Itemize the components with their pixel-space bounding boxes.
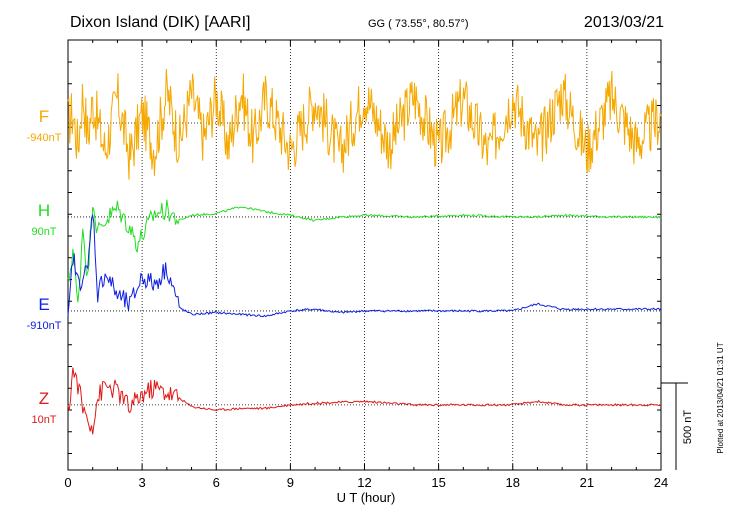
channel-labels: F -940nT H 90nT E -910nT Z 10nT [27, 107, 62, 426]
station-title: Dixon Island (DIK) [AARI] [70, 14, 251, 31]
x-tick-label: 0 [64, 475, 71, 490]
x-tick-label: 3 [139, 475, 146, 490]
x-tick-label: 15 [431, 475, 445, 490]
x-axis-label: U T (hour) [337, 490, 396, 505]
x-tick-label: 24 [654, 475, 668, 490]
series-line-z [67, 367, 662, 435]
station-coordinates: GG ( 73.55°, 80.57°) [368, 18, 469, 30]
channel-name-h: H [38, 201, 50, 220]
series-line-f [67, 68, 662, 180]
axis-ticks: 0 3 6 9 12 15 18 21 24 [64, 40, 668, 490]
channel-baseline-h: 90nT [31, 226, 56, 238]
channel-name-f: F [39, 107, 49, 126]
channel-name-z: Z [39, 389, 49, 408]
series-line-h [67, 199, 662, 303]
channel-baseline-f: -940nT [27, 132, 62, 144]
scale-bar-label: 500 nT [682, 410, 694, 445]
x-tick-label: 21 [580, 475, 594, 490]
x-tick-label: 18 [506, 475, 520, 490]
channel-baseline-e: -910nT [27, 320, 62, 332]
channel-baseline-z: 10nT [31, 414, 56, 426]
x-tick-label: 12 [357, 475, 371, 490]
channel-name-e: E [38, 295, 49, 314]
series-lines [67, 68, 662, 435]
plot-date: 2013/03/21 [584, 14, 664, 31]
series-line-e [67, 213, 662, 318]
x-tick-label: 6 [213, 475, 220, 490]
x-tick-label: 9 [287, 475, 294, 490]
plotted-at-note: Plotted at 2013/04/21 01:31 UT [716, 342, 725, 453]
